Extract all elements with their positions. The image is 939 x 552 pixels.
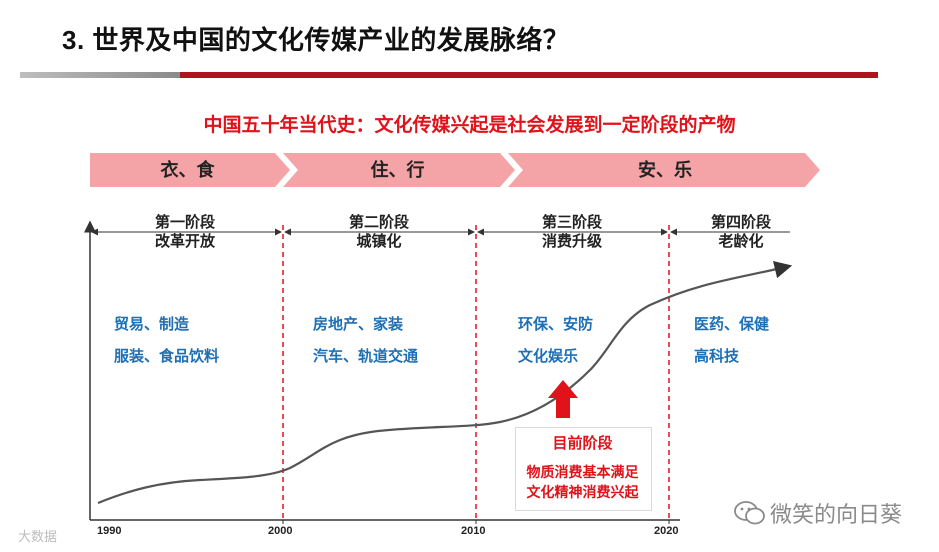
need-label-2: 住、行 — [370, 160, 425, 180]
current-stage-label: 目前阶段 — [552, 435, 613, 452]
industry-list-3: 环保、安防 文化娱乐 — [518, 309, 593, 373]
stage-2-title: 第二阶段 — [348, 214, 409, 231]
industry-item: 贸易、制造 — [114, 316, 190, 333]
need-label-3: 安、乐 — [638, 160, 692, 180]
industry-item: 房地产、家装 — [313, 316, 404, 333]
title-rule-red — [180, 72, 878, 78]
industry-list-4: 医药、保健 高科技 — [694, 309, 769, 373]
tick-label-2010: 2010 — [461, 525, 486, 537]
diagram-subtitle: 中国五十年当代史：文化传媒兴起是社会发展到一定阶段的产物 — [203, 115, 736, 136]
industry-list-1: 贸易、制造 服装、食品饮料 — [114, 309, 219, 373]
chevron-3 — [508, 153, 820, 187]
stage-3-title: 第三阶段 — [541, 214, 602, 231]
tick-label-1990: 1990 — [97, 525, 122, 537]
industry-item: 高科技 — [694, 348, 740, 365]
chevron-2 — [283, 153, 515, 187]
stage-4: 第四阶段 老龄化 — [656, 213, 826, 251]
stage-1: 第一阶段 改革开放 — [100, 213, 270, 251]
chevron-1 — [90, 153, 290, 187]
current-stage-box — [515, 427, 652, 511]
title-rule-grey — [20, 72, 180, 78]
industry-item: 服装、食品饮料 — [114, 348, 220, 365]
stage-3: 第三阶段 消费升级 — [487, 213, 657, 251]
stage-2-name: 城镇化 — [356, 233, 402, 250]
wechat-icon — [734, 501, 765, 525]
development-curve — [97, 261, 793, 505]
page-title: 3. 世界及中国的文化传媒产业的发展脉络？ — [62, 25, 570, 55]
industry-list-2: 房地产、家装 汽车、轨道交通 — [313, 309, 418, 373]
stage-3-name: 消费升级 — [541, 233, 602, 250]
industry-item: 环保、安防 — [518, 316, 594, 333]
current-stage-desc-line-2: 文化精神消费兴起 — [526, 484, 639, 500]
stage-4-title: 第四阶段 — [710, 214, 771, 231]
need-label-1: 衣、食 — [160, 160, 215, 180]
stage-1-title: 第一阶段 — [154, 214, 215, 231]
industry-item: 医药、保健 — [694, 316, 770, 333]
tick-label-2020: 2020 — [654, 525, 679, 537]
tick-label-2000: 2000 — [268, 525, 293, 537]
current-stage-description: 物质消费基本满足 文化精神消费兴起 — [515, 462, 650, 502]
stage-1-name: 改革开放 — [154, 233, 215, 250]
current-stage-arrow-icon — [548, 380, 578, 418]
watermark-author: 微笑的向日葵 — [770, 502, 903, 527]
industry-item: 文化娱乐 — [518, 348, 579, 365]
stage-2: 第二阶段 城镇化 — [294, 213, 464, 251]
stage-4-name: 老龄化 — [718, 233, 764, 250]
industry-item: 汽车、轨道交通 — [313, 348, 419, 365]
current-stage-desc-line-1: 物质消费基本满足 — [526, 464, 639, 480]
watermark-logo: 大数据 — [18, 529, 58, 544]
